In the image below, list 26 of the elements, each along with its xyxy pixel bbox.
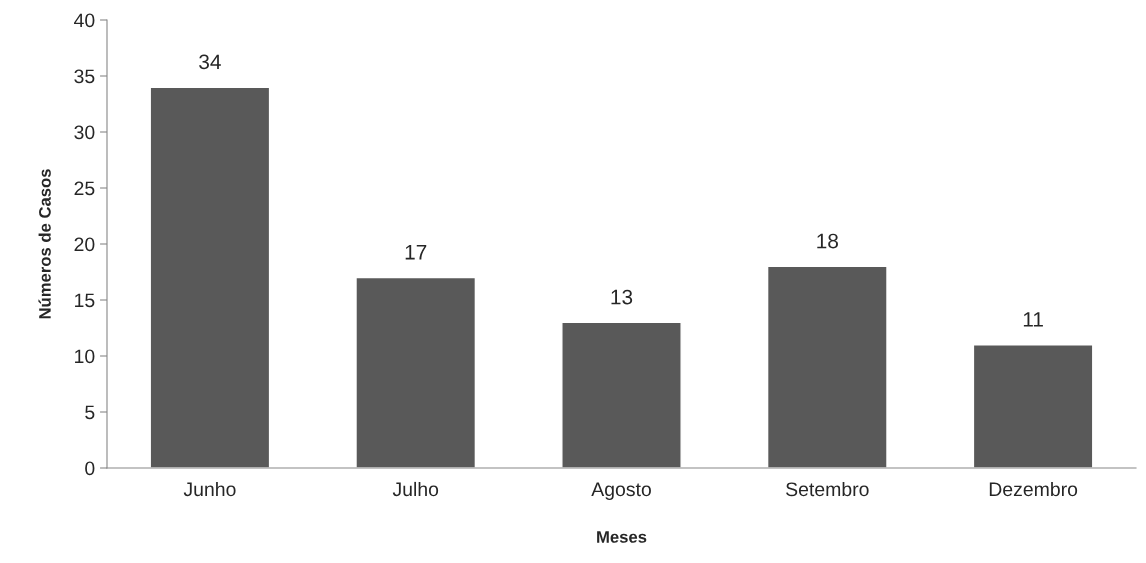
bar [149, 86, 271, 468]
x-tick-label: Agosto [591, 482, 651, 501]
data-label: 11 [1023, 312, 1043, 327]
bar [561, 321, 682, 468]
y-tick-label: 30 [74, 125, 95, 140]
y-tick-label: 0 [85, 461, 95, 476]
x-tick-label: Julho [392, 481, 439, 497]
x-axis-title: Meses [597, 531, 647, 543]
data-label: 17 [405, 245, 427, 260]
bar [766, 265, 888, 468]
data-label: 18 [817, 233, 838, 249]
x-tick-label: Junho [183, 481, 236, 497]
x-tick-label: Setembro [786, 481, 869, 497]
bar [972, 344, 1094, 468]
bar [355, 276, 477, 468]
y-tick-label: 10 [75, 349, 95, 364]
y-tick-label: 25 [74, 181, 95, 196]
y-tick-label: 20 [74, 237, 95, 252]
y-tick-label: 5 [85, 405, 95, 420]
data-label: 34 [199, 54, 221, 70]
x-tick-label: Dezembro [989, 481, 1078, 497]
data-label: 13 [611, 289, 633, 305]
y-tick-label: 15 [75, 293, 95, 308]
y-axis-title: Números de Casos [38, 169, 51, 319]
y-tick-label: 40 [74, 13, 95, 28]
y-tick-label: 35 [74, 69, 95, 84]
